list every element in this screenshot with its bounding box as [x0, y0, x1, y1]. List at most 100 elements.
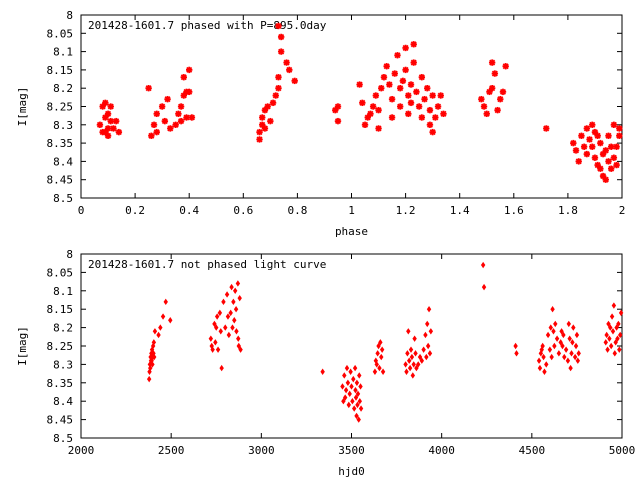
y-tick-label: 8.5: [53, 432, 73, 445]
data-point: [412, 335, 417, 342]
data-point: [402, 44, 409, 52]
data-point: [355, 390, 361, 398]
data-point: [256, 128, 263, 136]
data-point: [236, 335, 241, 342]
data-point: [320, 368, 325, 375]
y-tick-label: 8.35: [47, 377, 74, 390]
data-point: [569, 350, 574, 357]
data-point: [210, 346, 215, 353]
data-point: [267, 117, 274, 125]
data-point: [224, 291, 230, 298]
data-point: [342, 394, 348, 401]
data-point: [547, 346, 553, 353]
data-point: [107, 103, 114, 110]
data-point: [550, 306, 555, 313]
data-point: [425, 342, 431, 350]
data-point: [573, 342, 579, 350]
data-point: [613, 161, 620, 169]
y-tick-label: 8.15: [47, 303, 74, 316]
data-point: [234, 328, 239, 335]
data-point: [605, 132, 612, 139]
data-point: [613, 143, 620, 150]
data-point: [540, 342, 545, 350]
data-point: [580, 143, 588, 150]
data-point: [607, 335, 612, 342]
data-point: [427, 350, 433, 357]
x-tick-label: 1.2: [396, 204, 416, 217]
data-point: [424, 353, 429, 361]
y-tick-label: 8.35: [47, 137, 74, 150]
data-point: [186, 66, 193, 74]
data-point: [497, 95, 504, 103]
data-point: [538, 350, 544, 357]
y-tick-label: 8.4: [53, 155, 73, 168]
data-point: [230, 324, 235, 331]
data-point: [102, 128, 109, 136]
data-point: [574, 331, 580, 339]
data-point: [418, 74, 426, 81]
data-point: [405, 350, 410, 357]
data-point: [379, 353, 384, 361]
y-tick-label: 8.1: [53, 285, 73, 298]
x-tick-label: 2500: [158, 444, 185, 457]
chart-title: 201428-1601.7 not phased light curve: [88, 258, 326, 271]
y-tick-label: 8.5: [53, 192, 73, 205]
data-point: [429, 128, 436, 136]
data-point: [571, 324, 576, 331]
data-point: [419, 357, 425, 364]
y-tick-label: 8.45: [47, 414, 74, 427]
data-point: [378, 339, 383, 346]
data-point: [606, 320, 611, 328]
data-point: [408, 346, 414, 353]
data-point: [358, 383, 363, 390]
data-point: [611, 302, 617, 309]
data-point: [499, 88, 507, 96]
data-point: [347, 390, 352, 398]
y-tick-label: 8.1: [53, 46, 73, 59]
data-point: [480, 103, 488, 110]
data-point: [594, 132, 601, 139]
data-point: [96, 121, 104, 128]
data-point: [423, 331, 428, 339]
data-point: [416, 361, 421, 368]
data-point: [605, 158, 612, 165]
data-point: [576, 350, 581, 357]
data-point: [541, 353, 546, 361]
data-point: [342, 372, 347, 379]
data-point: [565, 357, 571, 364]
data-point: [375, 106, 382, 114]
y-tick-label: 8: [66, 9, 73, 22]
data-point: [355, 401, 360, 409]
data-point: [183, 114, 190, 121]
data-point: [437, 92, 444, 99]
data-point: [112, 117, 120, 125]
data-point: [168, 317, 173, 324]
data-point: [575, 357, 581, 364]
x-tick-label: 2: [619, 204, 626, 217]
data-point: [223, 324, 228, 331]
data-point: [379, 346, 385, 353]
data-point: [158, 324, 163, 331]
data-point: [568, 364, 573, 372]
data-point: [551, 328, 556, 335]
data-point: [425, 320, 430, 328]
data-point: [215, 346, 221, 353]
data-point: [272, 92, 279, 99]
data-point: [340, 383, 345, 390]
data-point: [583, 125, 591, 132]
data-point: [418, 114, 426, 121]
y-tick-label: 8.2: [53, 322, 73, 335]
data-point: [145, 85, 152, 92]
data-point: [357, 398, 362, 405]
data-point: [352, 364, 358, 372]
data-point: [237, 294, 242, 302]
data-point: [352, 405, 357, 412]
x-axis-label: hjd0: [338, 465, 365, 478]
data-point: [275, 22, 282, 30]
data-point: [434, 103, 442, 110]
data-point: [609, 313, 615, 320]
data-point: [394, 52, 401, 59]
data-point: [232, 287, 238, 294]
data-point: [107, 117, 114, 125]
data-point: [615, 335, 620, 342]
